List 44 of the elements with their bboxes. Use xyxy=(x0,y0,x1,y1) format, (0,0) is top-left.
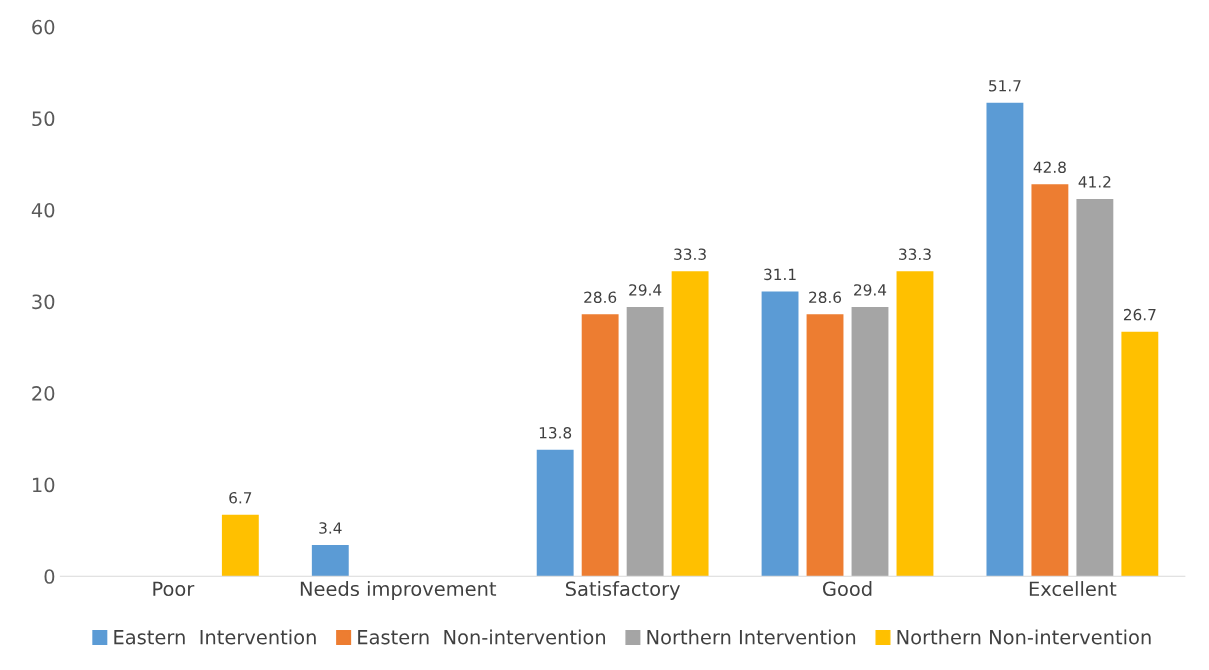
data-label: 26.7 xyxy=(1123,308,1156,321)
bar xyxy=(626,306,664,577)
bar xyxy=(1076,198,1114,577)
legend-label: Eastern Non-intervention xyxy=(358,629,606,645)
bar xyxy=(221,514,259,577)
data-label: 42.8 xyxy=(1033,161,1066,173)
data-label: 33.3 xyxy=(674,248,706,260)
bar xyxy=(806,314,844,577)
bar xyxy=(1031,184,1069,577)
x-tick-label: Needs improvement xyxy=(300,581,497,600)
bar xyxy=(896,271,934,577)
data-label: 31.1 xyxy=(764,268,796,281)
bar xyxy=(311,545,349,577)
data-label: 28.6 xyxy=(584,291,617,304)
x-tick-label: Excellent xyxy=(1029,581,1117,597)
y-tick-label: 0 xyxy=(44,569,55,584)
data-label: 28.6 xyxy=(809,291,842,304)
y-tick-label: 20 xyxy=(32,386,55,401)
bar xyxy=(1121,331,1159,577)
bar xyxy=(581,314,619,577)
x-tick-label: Satisfactory xyxy=(565,581,680,600)
y-tick-label: 10 xyxy=(32,477,55,493)
data-label: 41.2 xyxy=(1078,176,1111,188)
bar xyxy=(851,306,889,577)
data-label: 29.4 xyxy=(629,284,662,296)
y-tick-label: 40 xyxy=(31,202,55,218)
bar xyxy=(761,291,799,577)
data-label: 6.7 xyxy=(229,492,252,504)
legend-label: Northern Intervention xyxy=(647,629,856,645)
data-label: 13.8 xyxy=(539,426,572,439)
data-label: 3.4 xyxy=(319,522,342,534)
x-tick-label: Good xyxy=(823,581,872,597)
legend-label: Northern Non-intervention xyxy=(897,629,1151,645)
x-tick-label: Poor xyxy=(153,581,195,597)
data-label: 29.4 xyxy=(854,284,887,296)
bar xyxy=(536,449,574,577)
bar xyxy=(986,102,1024,577)
y-tick-label: 60 xyxy=(32,19,55,35)
y-tick-label: 30 xyxy=(32,294,55,310)
legend-label: Eastern Intervention xyxy=(114,629,316,645)
bar xyxy=(671,271,709,577)
data-label: 33.3 xyxy=(899,248,931,260)
y-tick-label: 50 xyxy=(32,111,55,127)
data-label: 51.7 xyxy=(989,80,1021,92)
